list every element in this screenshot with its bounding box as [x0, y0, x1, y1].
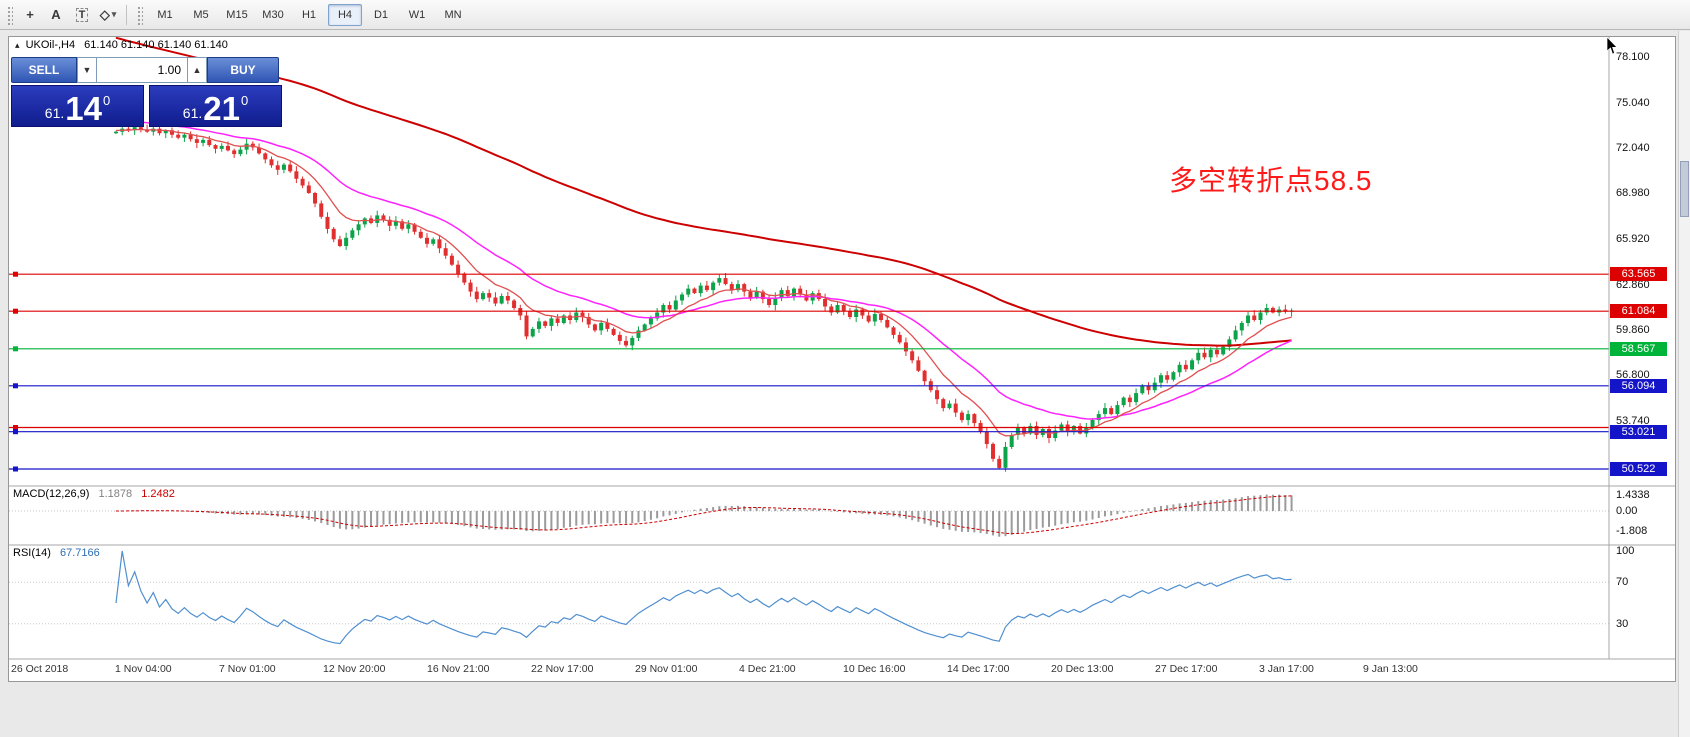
- bid-price-display[interactable]: 61. 14 0: [11, 85, 144, 127]
- price-axis-label: 75.040: [1616, 97, 1650, 109]
- tf-button-h1[interactable]: H1: [301, 8, 317, 21]
- text-box-glyph: T: [75, 7, 89, 22]
- time-axis-label: 4 Dec 21:00: [739, 663, 796, 675]
- shapes-icon[interactable]: ◇ ▾: [96, 3, 120, 27]
- bid-pip-digit: 0: [102, 93, 111, 108]
- ask-pip-digit: 0: [240, 93, 249, 108]
- time-axis-label: 7 Nov 01:00: [219, 663, 276, 675]
- ask-small-digits: 61.: [182, 105, 203, 121]
- price-axis-label: 59.860: [1616, 324, 1650, 336]
- rsi-name: RSI(14): [13, 547, 51, 559]
- mouse-cursor: [1606, 37, 1618, 55]
- chart-text-annotation[interactable]: 多空转折点58.5: [1169, 165, 1373, 196]
- tf-button-m30[interactable]: M30: [262, 8, 284, 21]
- time-axis-label: 10 Dec 16:00: [843, 663, 906, 675]
- price-axis-label: 62.860: [1616, 279, 1650, 291]
- price-axis-label: 56.800: [1616, 369, 1650, 381]
- bid-big-digits: 14: [65, 89, 102, 127]
- toolbar-separator: [126, 4, 127, 25]
- top-toolbar: + A T ◇ ▾ M1 M5 M15 M30 H1 H4 D1 W1 MN: [0, 0, 1690, 30]
- chart-symbol-icon: ▴: [15, 40, 20, 50]
- rsi-axis-label: 100: [1616, 545, 1635, 557]
- scrollbar-thumb[interactable]: [1680, 161, 1689, 217]
- time-axis-label: 20 Dec 13:00: [1051, 663, 1114, 675]
- ask-big-digits: 21: [203, 89, 240, 127]
- chart-canvas[interactable]: [9, 37, 1675, 681]
- sell-button[interactable]: SELL: [11, 57, 77, 83]
- time-axis-label: 3 Jan 17:00: [1259, 663, 1314, 675]
- time-axis-label: 16 Nov 21:00: [427, 663, 490, 675]
- volume-stepper[interactable]: ▲: [187, 57, 207, 83]
- ask-price-display[interactable]: 61. 21 0: [149, 85, 282, 127]
- macd-label: MACD(12,26,9) 1.1878 1.2482: [13, 488, 175, 500]
- chevron-up-icon: ▲: [192, 65, 202, 75]
- shapes-glyph: ◇: [99, 6, 110, 22]
- macd-name: MACD(12,26,9): [13, 488, 90, 500]
- price-axis-label: 68.980: [1616, 187, 1650, 199]
- time-axis-label: 9 Jan 13:00: [1363, 663, 1418, 675]
- rsi-label: RSI(14) 67.7166: [13, 547, 100, 559]
- macd-signal-value: 1.2482: [141, 488, 175, 500]
- tf-button-h4[interactable]: H4: [328, 3, 362, 26]
- time-axis-label: 27 Dec 17:00: [1155, 663, 1218, 675]
- chart-title: ▴ UKOil-,H4 61.140 61.140 61.140 61.140: [15, 39, 228, 51]
- macd-axis-label: 0.00: [1616, 505, 1638, 517]
- toolbar-grip[interactable]: [6, 4, 13, 25]
- price-axis[interactable]: 78.100 75.040 72.040 68.980 65.920 62.860 59.8…: [1609, 37, 1675, 659]
- tf-button-m15[interactable]: M15: [226, 8, 248, 21]
- time-axis-label: 26 Oct 2018: [11, 663, 69, 675]
- chart-window[interactable]: ▴ UKOil-,H4 61.140 61.140 61.140 61.140 …: [8, 36, 1676, 682]
- price-level-tag[interactable]: 50.522: [1610, 462, 1667, 476]
- crosshair-icon[interactable]: +: [26, 7, 34, 22]
- tf-button-w1[interactable]: W1: [408, 8, 426, 21]
- text-box-icon[interactable]: T: [70, 3, 94, 27]
- price-level-tag[interactable]: 53.021: [1610, 425, 1667, 439]
- rsi-axis-label: 70: [1616, 576, 1629, 588]
- text-label-icon[interactable]: A: [51, 7, 61, 22]
- buy-button[interactable]: BUY: [207, 57, 279, 83]
- price-axis-label: 78.100: [1616, 51, 1650, 63]
- time-axis-label: 14 Dec 17:00: [947, 663, 1010, 675]
- vertical-scrollbar[interactable]: [1678, 31, 1690, 737]
- volume-dropdown-button[interactable]: ▼: [77, 57, 97, 83]
- price-level-tag[interactable]: 56.094: [1610, 379, 1667, 393]
- time-axis-label: 22 Nov 17:00: [531, 663, 594, 675]
- time-axis-label: 12 Nov 20:00: [323, 663, 386, 675]
- symbol-timeframe-label: UKOil-,H4: [25, 39, 76, 51]
- price-axis-label: 53.740: [1616, 415, 1650, 427]
- time-axis-label: 1 Nov 04:00: [115, 663, 172, 675]
- price-axis-label: 65.920: [1616, 233, 1650, 245]
- price-axis-label: 72.040: [1616, 142, 1650, 154]
- timeframe-grip[interactable]: [136, 4, 143, 25]
- macd-axis-label: 1.4338: [1616, 489, 1650, 501]
- ohlc-readout: 61.140 61.140 61.140 61.140: [84, 39, 228, 51]
- price-level-tag[interactable]: 58.567: [1610, 342, 1667, 356]
- tf-button-m5[interactable]: M5: [193, 8, 209, 21]
- macd-axis-label: -1.808: [1616, 525, 1648, 537]
- one-click-trading-panel: SELL ▼ 1.00 ▲ BUY 61. 14 0 61. 21 0: [11, 57, 283, 127]
- price-level-tag[interactable]: 63.565: [1610, 267, 1667, 281]
- rsi-value: 67.7166: [59, 547, 100, 559]
- time-axis[interactable]: 26 Oct 2018 1 Nov 04:00 7 Nov 01:00 12 Nov …: [9, 659, 1609, 681]
- bid-small-digits: 61.: [44, 105, 65, 121]
- rsi-axis-label: 30: [1616, 618, 1629, 630]
- chevron-down-icon: ▾: [111, 9, 117, 19]
- tf-button-d1[interactable]: D1: [373, 8, 389, 21]
- volume-input[interactable]: 1.00: [97, 57, 187, 83]
- tf-button-m1[interactable]: M1: [157, 8, 173, 21]
- price-level-tag[interactable]: 61.084: [1610, 304, 1667, 318]
- macd-main-value: 1.1878: [98, 488, 133, 500]
- tf-button-mn[interactable]: MN: [444, 8, 462, 21]
- chevron-down-icon: ▼: [82, 65, 92, 75]
- time-axis-label: 29 Nov 01:00: [635, 663, 698, 675]
